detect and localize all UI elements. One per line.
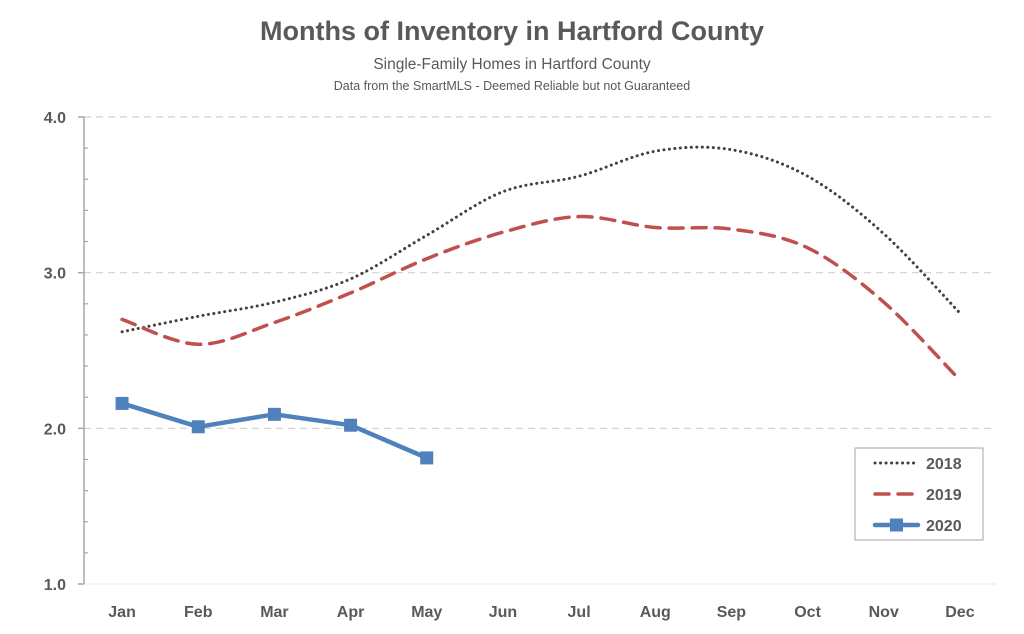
series-2018 bbox=[120, 145, 962, 334]
x-tick-label: Aug bbox=[640, 604, 671, 621]
x-tick-label: Sep bbox=[717, 604, 747, 621]
chart-title: Months of Inventory in Hartford County bbox=[260, 16, 764, 46]
x-tick-label: Nov bbox=[869, 604, 899, 621]
gridlines bbox=[84, 116, 996, 429]
series-2019 bbox=[120, 214, 962, 382]
x-tick-label: Jun bbox=[489, 604, 517, 621]
chart-source-note: Data from the SmartMLS - Deemed Reliable… bbox=[333, 79, 691, 93]
x-tick-label: Apr bbox=[337, 604, 365, 621]
series-line-2019 bbox=[120, 214, 962, 382]
legend-marker-2020 bbox=[890, 518, 903, 532]
data-point-2020 bbox=[115, 396, 129, 410]
x-tick-label: Jul bbox=[568, 604, 591, 621]
x-tick-label: Dec bbox=[945, 604, 974, 621]
legend-label-2020: 2020 bbox=[926, 518, 962, 535]
data-point-2020 bbox=[267, 407, 281, 421]
data-point-2020 bbox=[191, 420, 205, 434]
x-tick-label: May bbox=[411, 604, 442, 621]
x-tick-label: Mar bbox=[260, 604, 288, 621]
data-point-2020 bbox=[344, 418, 358, 432]
series-2020 bbox=[115, 396, 434, 465]
chart-subtitle: Single-Family Homes in Hartford County bbox=[373, 56, 651, 73]
axes: 1.0 2.0 3.0 4.0 Jan Feb Mar Apr May Jun Jul Aug Sep O… bbox=[44, 110, 996, 621]
x-tick-label: Jan bbox=[108, 604, 136, 621]
y-tick-label: 3.0 bbox=[44, 266, 66, 283]
y-tick-label: 1.0 bbox=[44, 577, 66, 594]
legend-label-2018: 2018 bbox=[926, 456, 962, 473]
x-tick-label: Feb bbox=[184, 604, 213, 621]
y-tick-label: 4.0 bbox=[44, 110, 66, 127]
y-tick-label: 2.0 bbox=[44, 421, 66, 438]
legend-label-2019: 2019 bbox=[926, 487, 962, 504]
data-point-2020 bbox=[420, 451, 434, 465]
series-line-2018 bbox=[120, 145, 962, 334]
series-group bbox=[115, 145, 962, 465]
x-tick-label: Oct bbox=[794, 604, 821, 621]
legend: 2018 2019 2020 bbox=[854, 447, 984, 541]
